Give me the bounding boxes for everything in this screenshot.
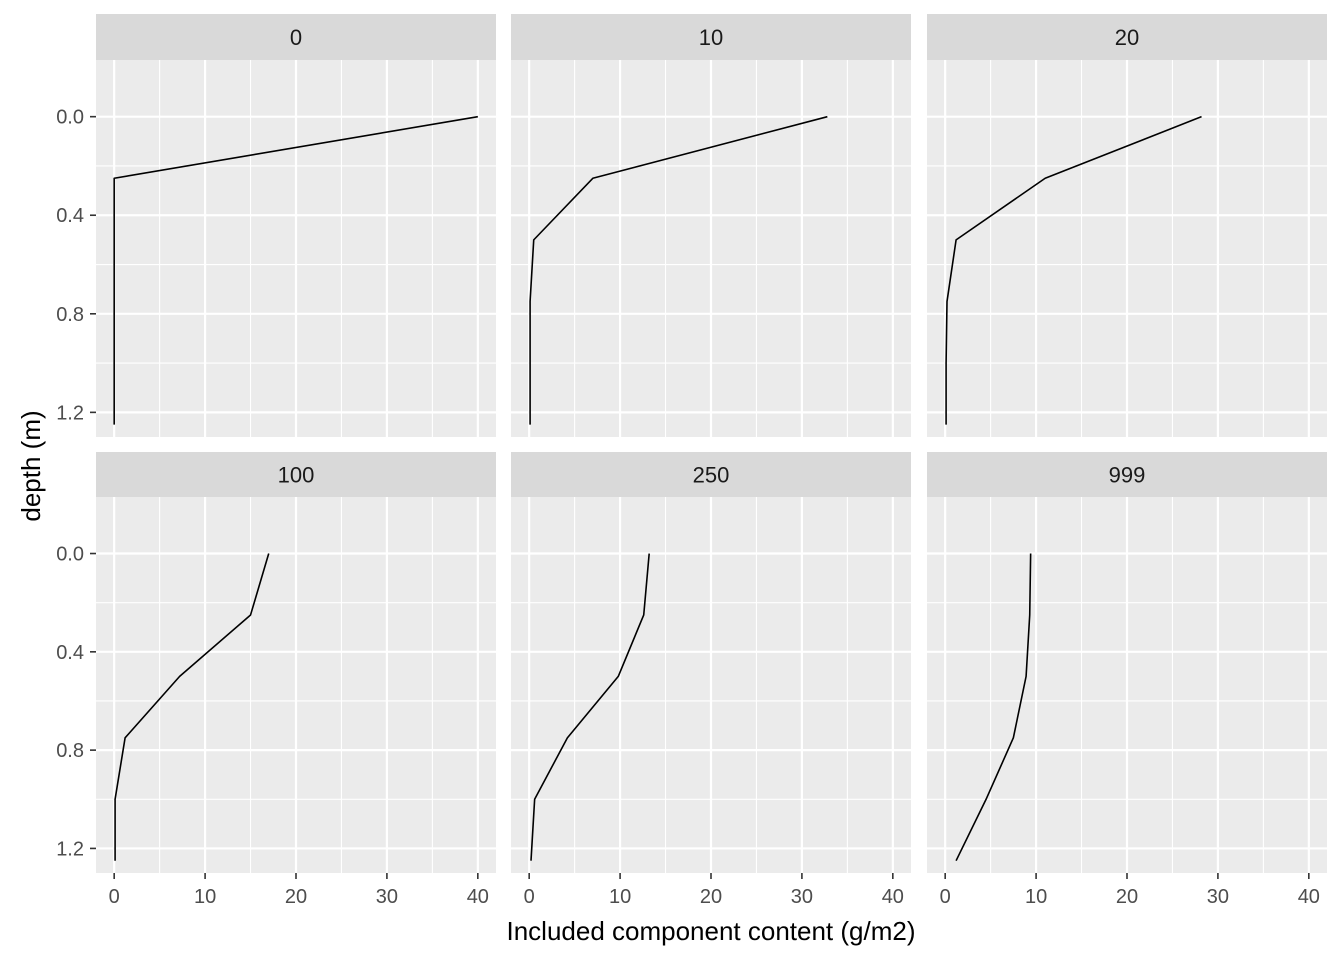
- facet-strip-label: 100: [278, 463, 315, 488]
- series-line: [114, 553, 270, 861]
- x-tick-label: 0: [940, 886, 951, 908]
- panels-layer: 0 10 20 100 250 999: [96, 14, 1327, 873]
- series-line: [945, 115, 1202, 425]
- x-tick-label: 20: [285, 886, 307, 908]
- x-tick-label: 40: [467, 886, 489, 908]
- x-tick-label: 40: [882, 886, 904, 908]
- x-axis-title: Included component content (g/m2): [506, 916, 915, 946]
- axes-layer: 0.0 0.4 0.8 1.2 0.0 0.4 0.8 1.2 0 10 20 30 40 0 10 20 30…: [56, 107, 1320, 908]
- series-line: [955, 553, 1032, 862]
- facet-strip-label: 10: [699, 25, 723, 50]
- series-line: [529, 115, 828, 425]
- facet-panel: 20: [927, 14, 1327, 437]
- y-tick-label: 0.4: [56, 642, 84, 664]
- x-tick-label: 10: [194, 886, 216, 908]
- facet-panel: 250: [511, 452, 911, 873]
- series-line: [113, 115, 478, 425]
- facet-strip: [511, 452, 911, 497]
- x-tick-label: 30: [376, 886, 398, 908]
- y-tick-label: 0.8: [56, 740, 84, 762]
- x-tick-label: 0: [109, 886, 120, 908]
- facet-strip: [96, 452, 496, 497]
- x-tick-label: 10: [1025, 886, 1047, 908]
- y-tick-label: 1.2: [56, 838, 84, 860]
- facet-strip-label: 250: [693, 463, 730, 488]
- y-tick-label: 1.2: [56, 402, 84, 424]
- facet-strip: [927, 14, 1327, 60]
- facet-panel: 999: [927, 452, 1327, 873]
- x-tick-label: 0: [524, 886, 535, 908]
- facet-strip: [927, 452, 1327, 497]
- facet-strip-label: 999: [1109, 463, 1146, 488]
- x-tick-label: 20: [1116, 886, 1138, 908]
- y-tick-label: 0.8: [56, 304, 84, 326]
- facet-panel: 100: [96, 452, 496, 873]
- facet-panel: 0: [96, 14, 496, 437]
- x-tick-label: 30: [791, 886, 813, 908]
- y-axis-title: depth (m): [16, 410, 46, 521]
- y-tick-label: 0.0: [56, 544, 84, 566]
- series-line: [530, 553, 650, 861]
- y-tick-label: 0.4: [56, 205, 84, 227]
- y-tick-label: 0.0: [56, 107, 84, 129]
- facet-strip-label: 0: [290, 25, 302, 50]
- x-tick-label: 30: [1207, 886, 1229, 908]
- facet-strip-label: 20: [1115, 25, 1139, 50]
- x-tick-label: 40: [1298, 886, 1320, 908]
- facet-panel: 10: [511, 14, 911, 437]
- facet-strip: [96, 14, 496, 60]
- x-tick-label: 20: [700, 886, 722, 908]
- facet-strip: [511, 14, 911, 60]
- x-tick-label: 10: [609, 886, 631, 908]
